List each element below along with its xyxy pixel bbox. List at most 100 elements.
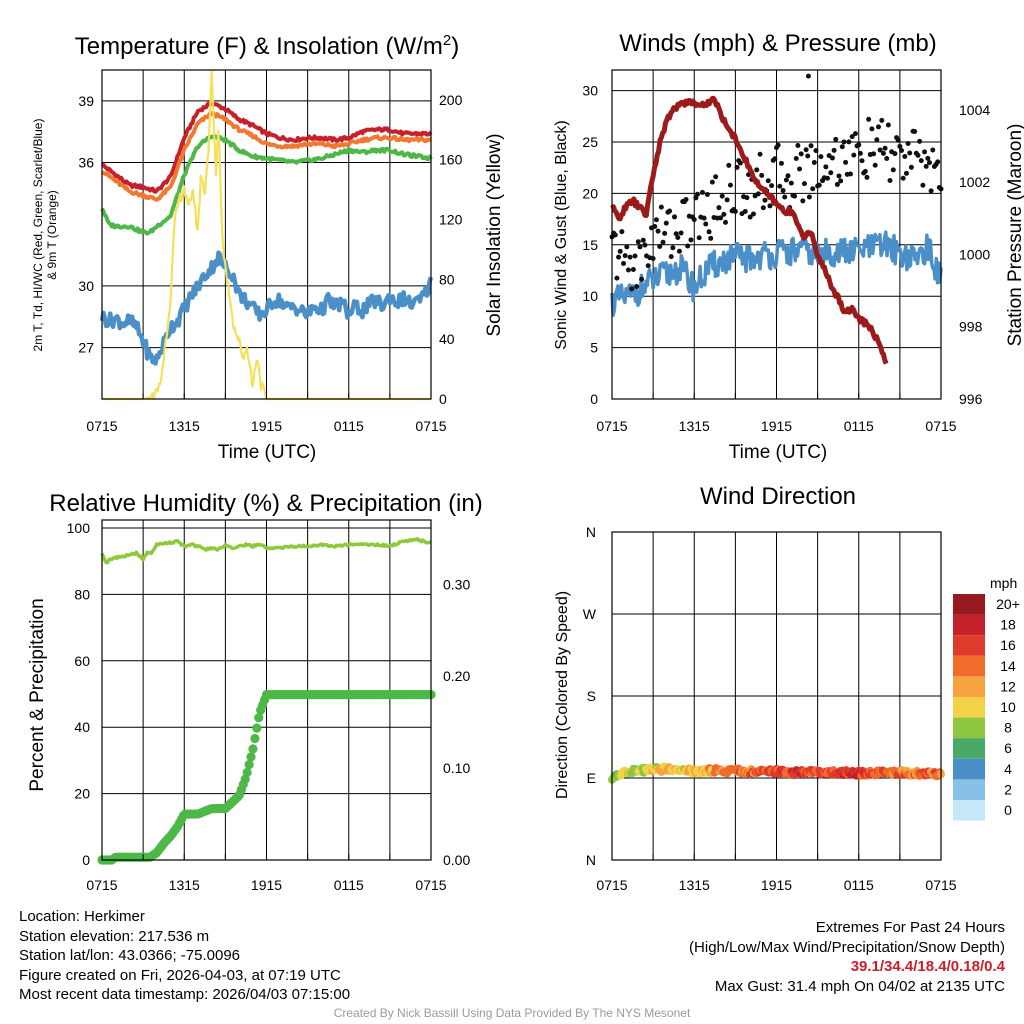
- direction-panel-colorbar-label: 4: [1004, 761, 1012, 777]
- wind-panel-gust-point: [920, 182, 926, 188]
- wind-panel-gust-point: [652, 224, 658, 230]
- wind-panel-gust-point: [672, 214, 678, 220]
- wind-panel-gust-point: [627, 254, 633, 260]
- humidity-panel-y-tick-label: 20: [74, 786, 90, 802]
- wind-panel-gust-point: [895, 137, 901, 143]
- wind-panel-gust-point: [843, 159, 849, 165]
- temp-panel-y-axis-label: 2m T, Td, HI/WC (Red, Green, Scarlet/Blu…: [31, 119, 45, 352]
- wind-panel-gust-point: [635, 239, 641, 245]
- wind-panel-y2-tick-label: 1000: [959, 246, 990, 262]
- humidity-panel-x-tick-label: 0715: [86, 877, 117, 893]
- wind-panel-y-tick-label: 5: [590, 340, 598, 356]
- wind-panel-gust-point: [805, 153, 811, 159]
- wind-panel-gust-point: [818, 154, 824, 160]
- direction-panel-title: Wind Direction: [700, 483, 856, 510]
- direction-panel-colorbar-swatch: [953, 758, 985, 780]
- wind-panel-gust-point: [769, 183, 775, 189]
- credit-line: Created By Nick Bassill Using Data Provi…: [333, 1006, 691, 1020]
- humidity-panel-precip-point: [244, 760, 254, 770]
- wind-panel-gust-point: [871, 151, 877, 157]
- wind-panel-gust-point: [685, 243, 691, 249]
- wind-panel-gust-point: [836, 173, 842, 179]
- wind-panel-gust-point: [897, 143, 903, 149]
- wind-panel-gust-point: [849, 134, 855, 140]
- wind-panel-gust-point: [838, 178, 844, 184]
- direction-panel-colorbar-swatch: [953, 779, 985, 800]
- wind-panel-gust-point: [775, 142, 781, 148]
- station-latlon: Station lat/lon: 43.0366; -75.0096: [19, 947, 241, 964]
- wind-panel-gust-point: [726, 162, 732, 168]
- wind-panel-gust-point: [630, 266, 636, 272]
- humidity-panel-series-relative-humidity: [100, 536, 432, 565]
- wind-panel-gust-point: [778, 160, 784, 166]
- wind-panel-gust-point: [866, 116, 872, 122]
- direction-panel-y-tick-label: N: [586, 852, 596, 868]
- wind-panel-gust-point: [637, 244, 643, 250]
- humidity-panel-precip-point: [252, 723, 262, 733]
- wind-panel-gust-point: [795, 143, 801, 149]
- wind-panel-gust-point: [918, 158, 924, 164]
- temp-panel-series-9m-temperature: [100, 110, 432, 202]
- direction-panel-colorbar-swatch: [953, 676, 985, 697]
- direction-panel-y-axis-label: Direction (Colored By Speed): [554, 591, 571, 799]
- wind-panel-title: Winds (mph) & Pressure (mb): [619, 30, 936, 57]
- direction-panel-colorbar-label: 18: [1000, 617, 1016, 633]
- direction-panel-colorbar-swatch: [953, 614, 985, 636]
- wind-panel-y-tick-label: 0: [590, 391, 598, 407]
- wind-panel-gust-point: [632, 253, 638, 259]
- direction-panel-y-tick-label: N: [586, 524, 596, 540]
- wind-panel-gust-point: [737, 160, 743, 166]
- wind-panel-gust-point: [634, 284, 640, 290]
- wind-panel-gust-point: [723, 219, 729, 225]
- wind-panel-gust-point: [801, 181, 807, 187]
- temp-panel-series-dew-point: [99, 250, 434, 366]
- station-location: Location: Herkimer: [19, 908, 145, 925]
- wind-panel-gust-point: [880, 150, 886, 156]
- wind-panel-gust-point: [839, 144, 845, 150]
- wind-panel-gust-point: [655, 228, 661, 234]
- wind-panel-series-sonic-wind: [610, 230, 943, 317]
- wind-panel-gust-point: [851, 152, 857, 158]
- direction-panel-x-tick-label: 1315: [679, 877, 710, 893]
- wind-panel-gust-point: [612, 232, 618, 238]
- wind-panel-gust-point: [862, 168, 868, 174]
- wind-panel-gust-point: [704, 191, 710, 197]
- wind-panel-gust-point: [734, 164, 740, 170]
- humidity-panel-y2-tick-label: 0.20: [443, 668, 470, 684]
- wind-panel-gust-point: [800, 198, 806, 204]
- wind-panel-y-tick-label: 20: [582, 185, 598, 201]
- direction-panel-colorbar-label: 20+: [996, 596, 1020, 612]
- wind-panel-gust-point: [885, 122, 891, 128]
- temp-panel-y2-axis-label: Solar Insolation (Yellow): [484, 133, 505, 336]
- direction-panel-colorbar-swatch: [953, 697, 985, 718]
- humidity-panel-y-tick-label: 80: [74, 586, 90, 602]
- wind-panel-gust-point: [742, 208, 748, 214]
- direction-panel-colorbar-label: 0: [1004, 802, 1012, 818]
- wind-panel-gust-point: [879, 117, 885, 123]
- wind-panel-gust-point: [667, 208, 673, 214]
- wind-panel-gust-point: [619, 229, 625, 235]
- wind-panel-gust-point: [808, 143, 814, 149]
- wind-panel-gust-point: [902, 153, 908, 159]
- direction-panel-y-tick-label: E: [587, 770, 596, 786]
- wind-panel-x-tick-label: 0715: [925, 418, 956, 434]
- direction-panel-y-tick-label: W: [583, 606, 597, 622]
- wind-panel-x-tick-label: 0115: [844, 418, 874, 434]
- wind-panel-gust-point: [829, 155, 835, 161]
- wind-panel-gust-point: [852, 131, 858, 137]
- wind-panel-gust-point: [668, 254, 674, 260]
- direction-panel-colorbar-label: 6: [1004, 740, 1012, 756]
- wind-panel-gust-point: [882, 145, 888, 151]
- wind-panel-x-tick-label: 1915: [761, 418, 792, 434]
- wind-panel-gust-point: [757, 151, 763, 157]
- wind-panel-gust-point: [622, 253, 628, 259]
- wind-panel-gust-point: [701, 215, 707, 221]
- humidity-panel-x-tick-label: 1315: [169, 877, 200, 893]
- wind-panel-gust-point: [874, 137, 880, 143]
- humidity-panel-precip-point: [254, 713, 264, 723]
- direction-panel-colorbar-label: 2: [1004, 781, 1012, 797]
- wind-panel-gust-point: [772, 156, 778, 162]
- wind-panel-gust-point: [673, 231, 679, 237]
- station-elevation: Station elevation: 217.536 m: [19, 927, 210, 945]
- wind-panel-gust-point: [925, 155, 931, 161]
